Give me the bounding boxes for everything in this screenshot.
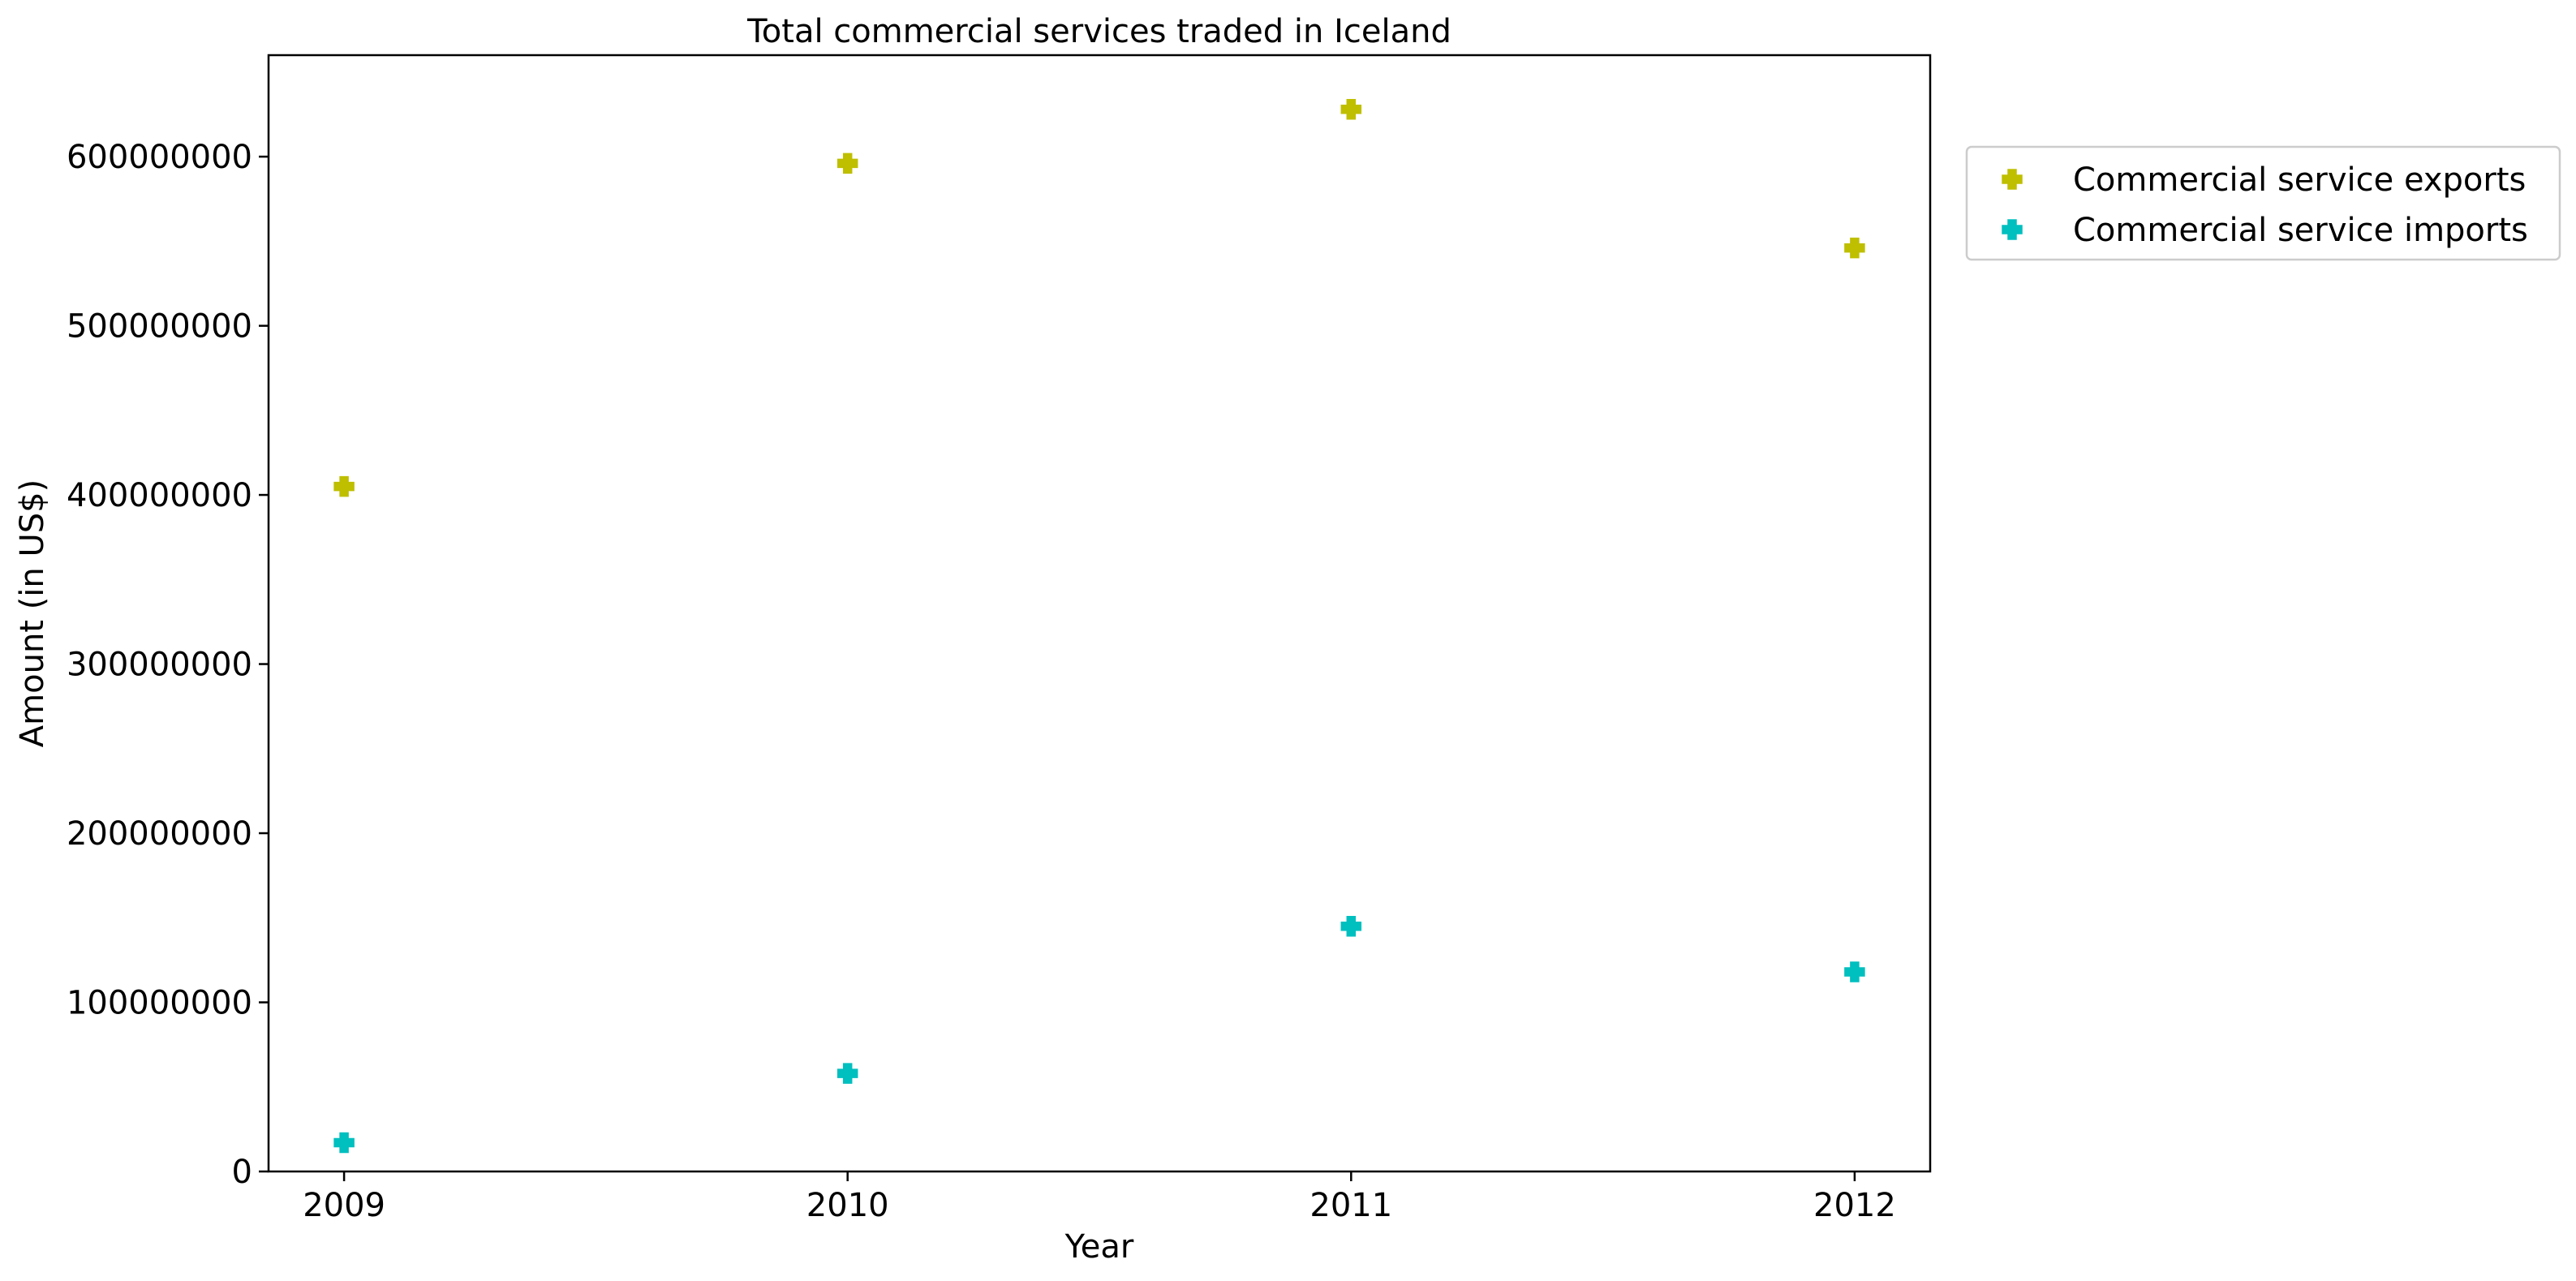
- y-tick-label: 600000000: [67, 139, 252, 176]
- data-point: [333, 475, 355, 497]
- y-tick-label: 200000000: [67, 815, 252, 853]
- legend-item: Commercial service exports: [2002, 161, 2526, 199]
- x-tick-label: 2011: [1310, 1187, 1392, 1224]
- legend-label: Commercial service exports: [2073, 161, 2526, 199]
- y-tick-label: 400000000: [67, 477, 252, 514]
- y-axis-title: Amount (in US$): [14, 479, 51, 747]
- legend: Commercial service exports Commercial ser…: [1965, 145, 2561, 261]
- data-point: [1844, 237, 1865, 259]
- x-tick-label: 2012: [1813, 1187, 1896, 1224]
- plot-area-frame: [267, 54, 1932, 1173]
- data-point: [836, 1063, 858, 1084]
- data-point: [1340, 915, 1362, 937]
- series-imports: [333, 915, 1865, 1154]
- legend-item: Commercial service imports: [2002, 212, 2528, 249]
- data-point: [836, 153, 858, 174]
- data-point: [333, 1132, 355, 1154]
- series-exports: [333, 98, 1865, 497]
- data-point: [1340, 98, 1362, 120]
- chart-title: Total commercial services traded in Icel…: [746, 13, 1451, 50]
- data-points: [333, 98, 1865, 1154]
- legend-marker: [2002, 219, 2023, 240]
- legend-marker: [2002, 169, 2023, 190]
- x-axis-title: Year: [1064, 1228, 1134, 1266]
- x-axis: 2009 2010 2011 2012: [303, 1171, 1896, 1224]
- x-tick-label: 2010: [806, 1187, 889, 1224]
- data-point: [1844, 961, 1865, 982]
- y-tick-label: 300000000: [67, 647, 252, 684]
- legend-box: [1965, 145, 2561, 261]
- y-tick-label: 100000000: [67, 985, 252, 1022]
- x-tick-label: 2009: [303, 1187, 385, 1224]
- legend-label: Commercial service imports: [2073, 212, 2528, 249]
- y-tick-label: 0: [232, 1154, 252, 1191]
- y-axis: 0 100000000 200000000 300000000 400000000 500…: [67, 139, 269, 1191]
- y-tick-label: 500000000: [67, 308, 252, 346]
